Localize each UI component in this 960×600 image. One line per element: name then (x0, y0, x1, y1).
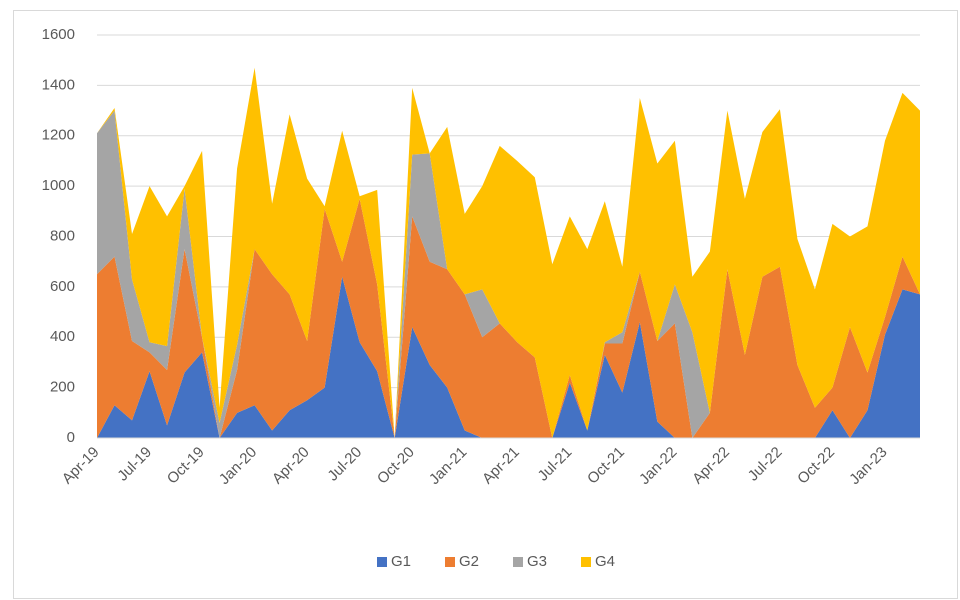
y-tick-label: 200 (50, 379, 75, 396)
legend-label: G1 (391, 553, 411, 570)
y-tick-label: 800 (50, 227, 75, 244)
y-tick-label: 400 (50, 328, 75, 345)
y-tick-label: 1400 (42, 76, 75, 93)
y-tick-label: 600 (50, 278, 75, 295)
y-tick-label: 1600 (42, 26, 75, 43)
legend-swatch (377, 557, 387, 567)
y-tick-label: 1000 (42, 177, 75, 194)
y-tick-label: 0 (67, 429, 75, 446)
area (97, 67, 920, 439)
legend-label: G2 (459, 553, 479, 570)
y-tick-label: 1200 (42, 127, 75, 144)
legend-label: G4 (595, 553, 615, 570)
area (97, 276, 920, 438)
legend-swatch (445, 557, 455, 567)
legend-swatch (513, 557, 523, 567)
legend-swatch (581, 557, 591, 567)
area (97, 198, 920, 438)
legend-label: G3 (527, 553, 547, 570)
